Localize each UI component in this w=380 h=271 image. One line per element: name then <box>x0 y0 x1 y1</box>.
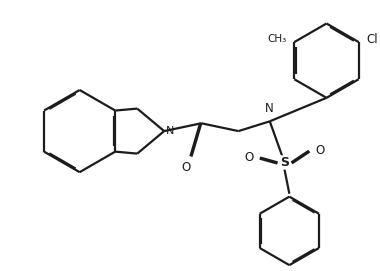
Text: CH₃: CH₃ <box>267 34 287 44</box>
Text: N: N <box>264 102 273 115</box>
Text: O: O <box>181 162 190 175</box>
Text: O: O <box>245 151 254 164</box>
Text: Cl: Cl <box>367 33 378 46</box>
Text: O: O <box>315 144 324 157</box>
Text: N: N <box>166 126 174 136</box>
Text: S: S <box>280 156 289 169</box>
